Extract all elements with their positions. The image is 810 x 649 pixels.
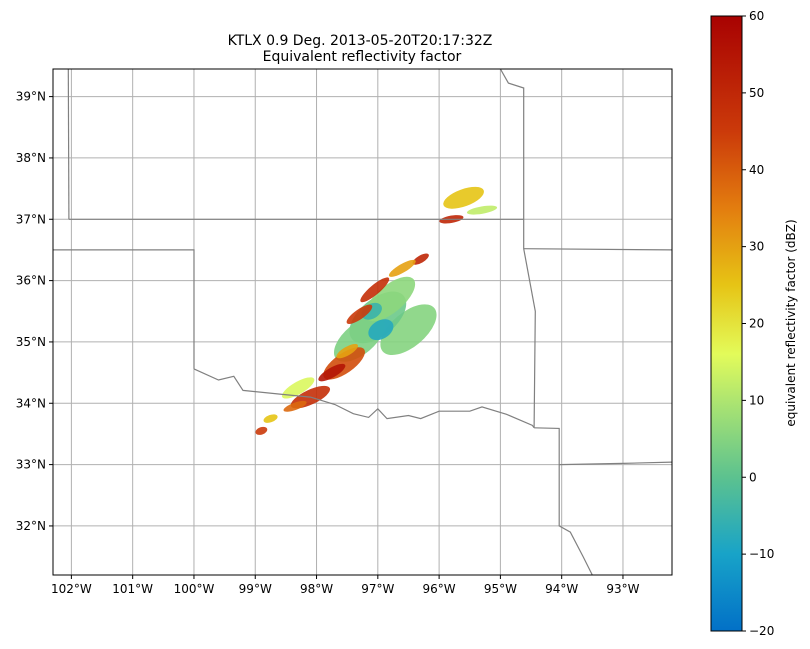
colorbar-tick-label: 20 xyxy=(749,317,764,331)
colorbar-ticks: −20 −10 0 10 20 30 40 50 60 xyxy=(742,9,774,638)
colorbar-tick-label: −10 xyxy=(749,547,774,561)
colorbar-tick-label: 60 xyxy=(749,9,764,23)
echo-cell xyxy=(368,319,394,341)
x-tick-label: 98°W xyxy=(300,582,333,596)
state-border xyxy=(53,249,195,369)
y-tick-label: 35°N xyxy=(16,335,46,349)
x-axis-ticks: 102°W 101°W 100°W 99°W 98°W 97°W 96°W 95°W 94°W 9… xyxy=(51,575,640,596)
x-tick-label: 102°W xyxy=(51,582,92,596)
state-border xyxy=(67,69,70,220)
state-border xyxy=(534,427,593,575)
colorbar-tick-label: 0 xyxy=(749,470,757,484)
echo-cell xyxy=(263,414,278,423)
state-border xyxy=(559,461,672,466)
x-tick-label: 94°W xyxy=(545,582,578,596)
echo-cell xyxy=(380,304,437,356)
echo-cell xyxy=(281,377,315,399)
reflectivity-echoes xyxy=(255,186,498,435)
x-tick-label: 101°W xyxy=(112,582,153,596)
colorbar xyxy=(710,15,743,632)
y-tick-label: 33°N xyxy=(16,458,46,472)
y-tick-label: 37°N xyxy=(16,212,46,226)
echo-cell xyxy=(412,253,429,265)
state-border xyxy=(193,368,535,429)
y-tick-label: 38°N xyxy=(16,151,46,165)
colorbar-tick-label: 30 xyxy=(749,240,764,254)
x-tick-label: 96°W xyxy=(423,582,456,596)
x-tick-label: 93°W xyxy=(606,582,639,596)
x-tick-label: 95°W xyxy=(484,582,517,596)
state-borders xyxy=(53,69,672,575)
x-tick-label: 97°W xyxy=(361,582,394,596)
y-tick-label: 32°N xyxy=(16,519,46,533)
echo-cell xyxy=(443,186,484,209)
echo-cell xyxy=(346,304,373,324)
state-border xyxy=(523,248,672,251)
chart-title: KTLX 0.9 Deg. 2013-05-20T20:17:32Z xyxy=(228,33,493,49)
y-tick-label: 34°N xyxy=(16,396,46,410)
y-axis-ticks: 32°N 33°N 34°N 35°N 36°N 37°N 38°N 39°N xyxy=(16,90,53,533)
map-frame xyxy=(52,68,673,576)
y-tick-label: 36°N xyxy=(16,274,46,288)
x-tick-label: 100°W xyxy=(174,582,215,596)
echo-cell xyxy=(318,363,346,382)
colorbar-label: equivalent reflectivity factor (dBZ) xyxy=(784,219,798,426)
echo-cell xyxy=(336,343,359,359)
y-tick-label: 39°N xyxy=(16,90,46,104)
state-border xyxy=(499,69,536,428)
colorbar-tick-label: 50 xyxy=(749,86,764,100)
echo-cell xyxy=(388,259,416,277)
colorbar-tick-label: −20 xyxy=(749,624,774,638)
colorbar-tick-label: 10 xyxy=(749,393,764,407)
echo-cell xyxy=(360,277,390,303)
echo-cell xyxy=(283,400,307,412)
x-tick-label: 99°W xyxy=(239,582,272,596)
echo-cell xyxy=(255,426,268,435)
echo-cell xyxy=(466,205,498,215)
chart-subtitle: Equivalent reflectivity factor xyxy=(263,49,462,65)
colorbar-tick-label: 40 xyxy=(749,163,764,177)
